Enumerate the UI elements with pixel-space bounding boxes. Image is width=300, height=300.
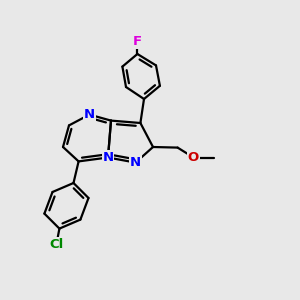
Text: N: N [102,151,114,164]
Text: O: O [188,151,199,164]
Text: Cl: Cl [49,238,64,251]
Text: N: N [130,156,141,169]
Text: F: F [133,35,142,48]
Text: N: N [84,108,95,121]
